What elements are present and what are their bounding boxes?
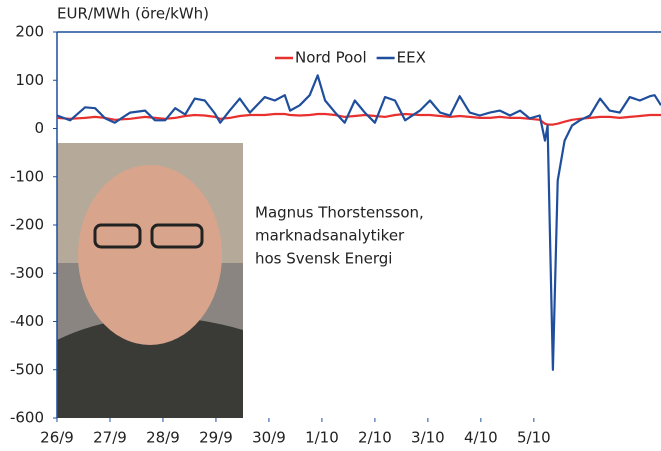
photo-face [78, 165, 222, 345]
x-tick-label: 2/10 [358, 429, 392, 447]
legend-label: Nord Pool [295, 49, 367, 67]
y-tick-label: -400 [10, 312, 44, 330]
y-tick-label: -600 [10, 409, 44, 427]
x-tick-label: 4/10 [464, 429, 498, 447]
x-tick-label: 5/10 [517, 429, 551, 447]
y-tick-label: 200 [15, 23, 44, 41]
x-tick-label: 29/9 [199, 429, 233, 447]
y-tick-label: -500 [10, 360, 44, 378]
line [57, 114, 661, 125]
x-tick-label: 28/9 [146, 429, 180, 447]
caption: Magnus Thorstensson, [255, 204, 424, 222]
y-tick-label: -300 [10, 264, 44, 282]
x-tick-label: 3/10 [411, 429, 445, 447]
legend-label: EEX [397, 49, 426, 67]
y-tick-label: 100 [15, 71, 44, 89]
y-tick-label: 0 [34, 119, 44, 137]
chart: EUR/MWh (öre/kWh) Magnus Thorstensson, m… [0, 0, 661, 451]
x-tick-label: 26/9 [40, 429, 74, 447]
y-tick-label: -100 [10, 167, 44, 185]
caption: marknadsanalytiker [255, 227, 405, 245]
photo [57, 143, 243, 418]
caption: hos Svensk Energi [255, 250, 392, 268]
y-tick-label: -200 [10, 216, 44, 234]
x-tick-label: 30/9 [252, 429, 286, 447]
x-tick-label: 1/10 [305, 429, 339, 447]
y-axis-label: EUR/MWh (öre/kWh) [57, 5, 209, 23]
x-tick-label: 27/9 [93, 429, 127, 447]
